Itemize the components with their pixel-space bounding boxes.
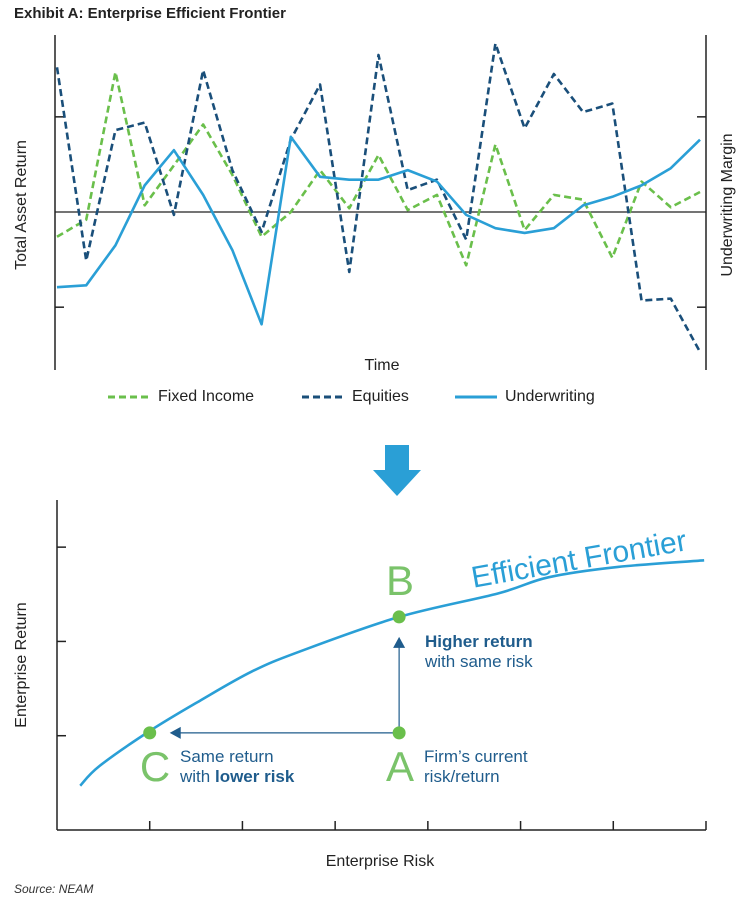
legend-label: Underwriting [505, 388, 595, 405]
annotation-run: Same return [180, 747, 274, 766]
annotation: with same risk [424, 652, 533, 671]
annotation-run: with [179, 767, 215, 786]
series-line [55, 42, 702, 353]
point-label: C [140, 743, 170, 790]
title: Exhibit A: Enterprise Efficient Frontier [14, 5, 286, 22]
arrow-head [169, 726, 181, 739]
annotation-run: Firm’s current [424, 747, 528, 766]
annotation: Higher return [425, 632, 533, 651]
point-label: A [386, 743, 414, 790]
x-label: Enterprise Risk [326, 853, 435, 870]
annotation-run: with same risk [424, 652, 533, 671]
point [392, 726, 406, 740]
annotation: Same return [180, 747, 274, 766]
point [143, 726, 157, 740]
y-label: Enterprise Return [13, 602, 30, 727]
annotation-run: lower risk [215, 767, 295, 786]
annotation-run: Higher return [425, 632, 533, 651]
annotation: Firm’s current [424, 747, 528, 766]
arrow-head [393, 636, 406, 648]
series-line [56, 70, 701, 267]
legend-label: Equities [352, 388, 409, 405]
annotation-run: risk/return [424, 767, 500, 786]
frontier-label: Efficient Frontier [469, 524, 689, 594]
legend-label: Fixed Income [158, 388, 254, 405]
point-label: B [386, 557, 414, 604]
down-arrow [373, 445, 421, 496]
y2-label: Underwriting Margin [719, 133, 736, 276]
series-line [56, 135, 701, 326]
source: Source: NEAM [14, 882, 93, 896]
annotation: with lower risk [179, 767, 295, 786]
point [392, 610, 406, 624]
annotation: risk/return [424, 767, 500, 786]
x-label: Time [365, 357, 400, 374]
y-label: Total Asset Return [13, 140, 30, 270]
